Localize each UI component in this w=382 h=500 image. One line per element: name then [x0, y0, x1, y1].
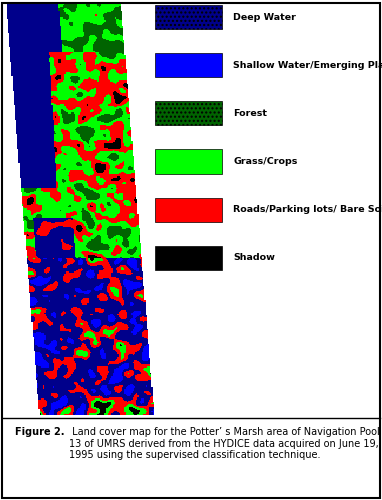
Text: Forest: Forest — [233, 109, 267, 118]
Bar — [155, 198, 222, 222]
Text: Land cover map for the Potter’ s Marsh area of Navigation Pool 13 of UMRS derive: Land cover map for the Potter’ s Marsh a… — [70, 427, 380, 460]
Text: Shadow: Shadow — [233, 253, 275, 262]
Text: Figure 2.: Figure 2. — [15, 427, 65, 437]
Bar — [155, 102, 222, 126]
Text: Grass/Crops: Grass/Crops — [233, 157, 298, 166]
Text: Deep Water: Deep Water — [233, 12, 296, 22]
Text: Shallow Water/Emerging Plant: Shallow Water/Emerging Plant — [233, 61, 382, 70]
Bar — [155, 54, 222, 78]
Bar — [155, 150, 222, 174]
Bar — [155, 246, 222, 270]
Text: Roads/Parking lots/ Bare Soil: Roads/Parking lots/ Bare Soil — [233, 205, 382, 214]
Bar — [155, 5, 222, 29]
